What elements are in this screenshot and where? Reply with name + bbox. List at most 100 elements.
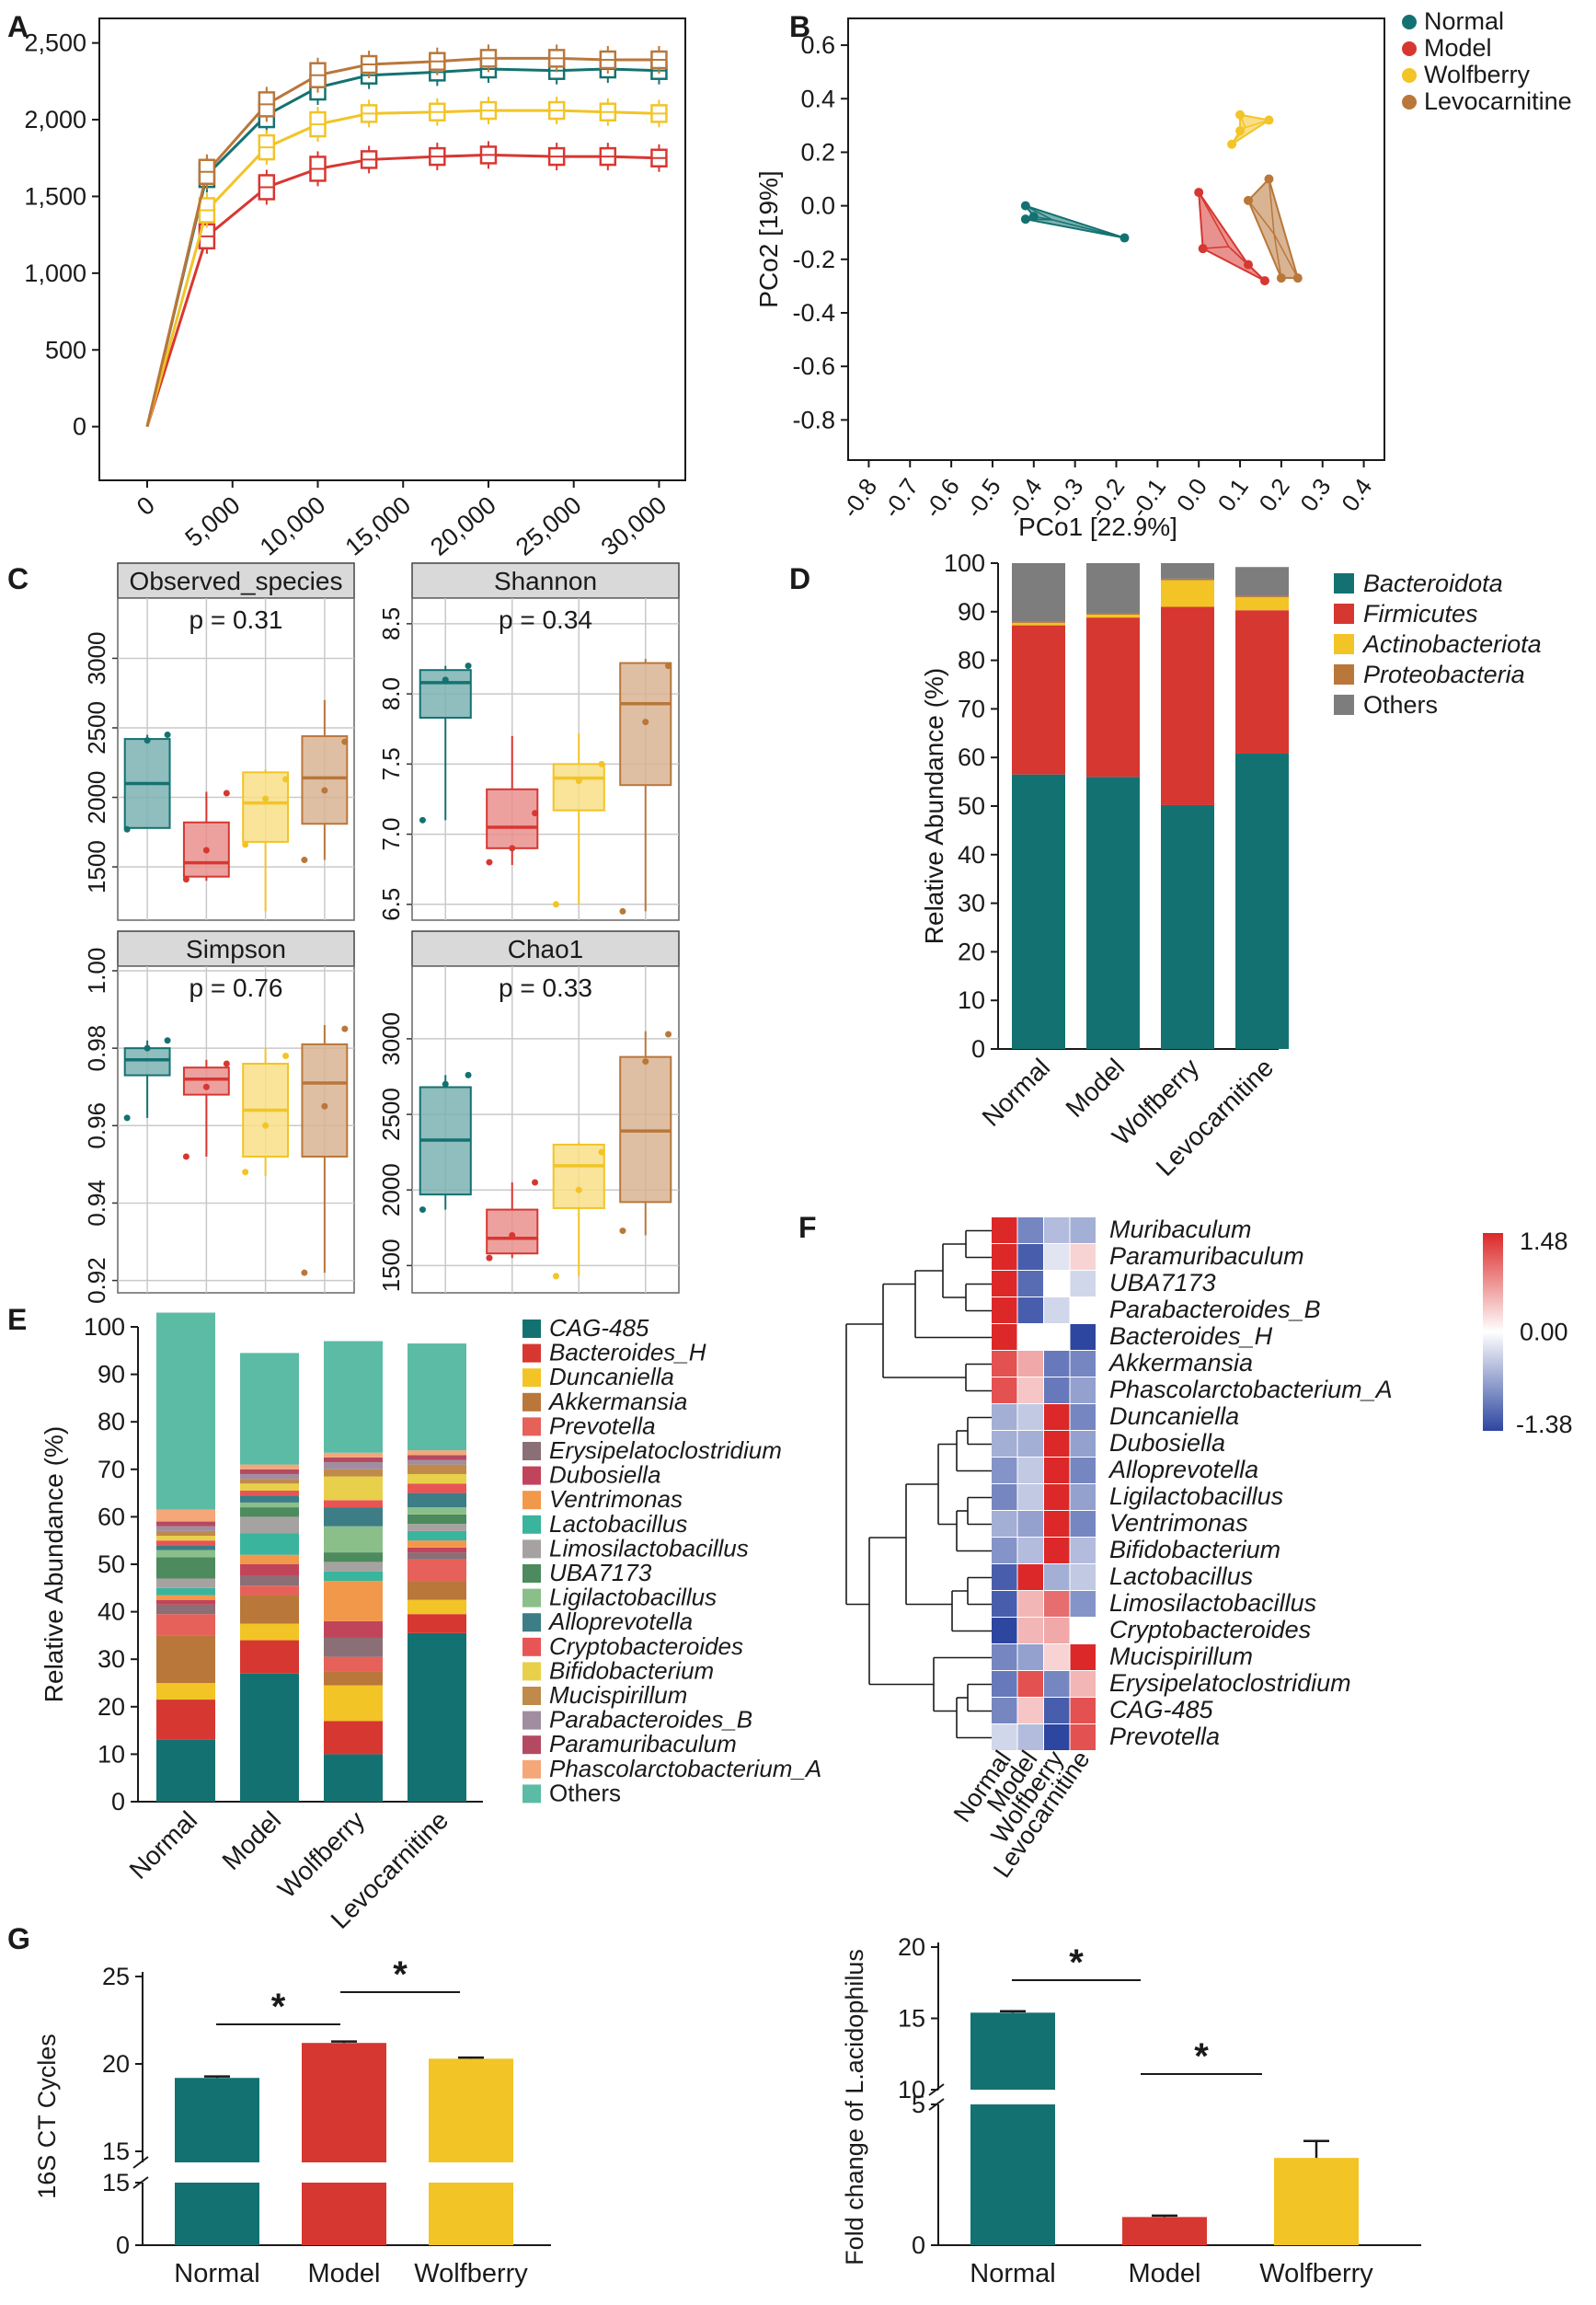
data-point — [242, 1169, 249, 1176]
colorbar-max-label: 1.48 — [1520, 1227, 1568, 1255]
data-point — [465, 1071, 472, 1078]
heatmap-cell — [1044, 1377, 1070, 1403]
bar-segment-lactobacillus — [156, 1587, 215, 1596]
bar-segment-bacteroides_h — [408, 1614, 466, 1633]
x-tick-label: -0.5 — [960, 473, 1006, 523]
heatmap-cell — [992, 1377, 1017, 1403]
data-point — [341, 738, 349, 745]
bar-lower-model — [302, 2183, 386, 2245]
heatmap-row-label: Parabacteroides_B — [1109, 1296, 1321, 1323]
data-point — [642, 719, 649, 726]
heatmap-row-label: Alloprevotella — [1108, 1456, 1258, 1483]
legend-label-levocarnitine: Levocarnitine — [1424, 87, 1572, 115]
heatmap-cell — [1017, 1618, 1043, 1643]
bar-segment-limosilactobacillus — [324, 1562, 383, 1572]
heatmap-cell — [1044, 1618, 1070, 1643]
bar-segment-lactobacillus — [324, 1571, 383, 1582]
bar-segment-ventrimonas — [240, 1554, 299, 1564]
bar-segment-firmicutes — [1086, 617, 1140, 778]
bar-segment-cag-485 — [156, 1739, 215, 1802]
y-tick-label: 15 — [102, 2169, 130, 2196]
bar-segment-akkermansia — [156, 1635, 215, 1683]
data-point — [598, 760, 605, 767]
heatmap-cell — [1044, 1671, 1070, 1697]
heatmap-cell — [992, 1324, 1017, 1350]
heatmap-cell — [1044, 1431, 1070, 1457]
heatmap-cell — [992, 1698, 1017, 1723]
bar-segment-bifidobacterium — [324, 1476, 383, 1501]
y-tick-label: 40 — [958, 841, 985, 869]
legend-label: Erysipelatoclostridium — [549, 1436, 782, 1464]
panel-label-e: E — [7, 1303, 27, 1336]
heatmap-row-label: Cryptobacteroides — [1109, 1616, 1311, 1643]
bar-segment-mucispirillum — [240, 1479, 299, 1484]
y-tick-label: 30 — [98, 1645, 125, 1673]
bar-segment-akkermansia — [240, 1595, 299, 1624]
bar-segment-duncaniella — [156, 1683, 215, 1700]
legend-swatch — [522, 1442, 541, 1460]
bar-segment-phascolarctobacterium_a — [408, 1450, 466, 1456]
legend-swatch — [1334, 695, 1354, 715]
y-tick-label: 8.5 — [377, 607, 405, 640]
bar-segment-cryptobacteroides — [408, 1483, 466, 1493]
x-tick-label: Model — [1060, 1053, 1130, 1123]
heatmap-cell — [1044, 1217, 1070, 1243]
legend-swatch — [1334, 573, 1354, 594]
data-point — [642, 1058, 649, 1066]
y-tick-label: 0.92 — [83, 1257, 110, 1304]
heatmap-cell — [1017, 1217, 1043, 1243]
bar-lower-wolfberry — [429, 2183, 513, 2245]
heatmap-cell — [992, 1644, 1017, 1670]
legend-swatch — [522, 1613, 541, 1632]
y-tick-label: 100 — [84, 1313, 125, 1341]
data-point — [419, 816, 426, 824]
bar-segment-ligilactobacillus — [156, 1550, 215, 1558]
heatmap-cell — [1070, 1431, 1096, 1457]
series-line-normal — [145, 67, 660, 427]
y-tick-label: 1,500 — [24, 182, 86, 210]
heatmap-cell — [1044, 1324, 1070, 1350]
data-point — [341, 1025, 349, 1032]
bar-segment-proteobacteria — [1086, 613, 1140, 615]
data-point — [262, 1122, 270, 1129]
y-tick-label: 7.5 — [377, 747, 405, 780]
point-levocarnitine — [1292, 273, 1303, 283]
panel-label-g: G — [7, 1922, 30, 1955]
heatmap-cell — [1070, 1458, 1096, 1483]
legend-label: Firmicutes — [1363, 600, 1478, 628]
y-tick-label: 0 — [912, 2231, 925, 2259]
heatmap-cell — [992, 1431, 1017, 1457]
spoke — [1273, 234, 1282, 279]
legend-swatch — [1334, 664, 1354, 685]
data-point — [465, 663, 472, 670]
heatmap-cell — [1044, 1244, 1070, 1270]
legend-label: Phascolarctobacterium_A — [549, 1755, 821, 1782]
bar-segment-paramuribaculum — [408, 1455, 466, 1460]
legend-label: Ventrimonas — [549, 1485, 683, 1513]
y-tick-label: 2500 — [83, 701, 110, 755]
x-tick-label: 5,000 — [180, 491, 246, 552]
y-tick-label: 0 — [73, 413, 86, 441]
facet-title: Observed_species — [130, 567, 343, 595]
heatmap-cell — [1070, 1671, 1096, 1697]
bar-segment-bacteroides_h — [240, 1640, 299, 1674]
bar-segment-others — [240, 1353, 299, 1465]
heatmap-cell — [1044, 1458, 1070, 1483]
heatmap-cell — [1070, 1377, 1096, 1403]
bar-segment-firmicutes — [1012, 625, 1065, 775]
heatmap-cell — [992, 1297, 1017, 1323]
legend-label: Others — [549, 1779, 621, 1806]
data-point — [301, 1269, 308, 1276]
heatmap-row-label: Erysipelatoclostridium — [1109, 1669, 1351, 1697]
y-tick-label: 0.94 — [83, 1180, 110, 1227]
data-point — [144, 1044, 151, 1052]
data-point — [282, 1053, 290, 1060]
legend-swatch — [522, 1320, 541, 1338]
x-tick-label: 25,000 — [511, 491, 587, 561]
y-tick-label: 70 — [958, 695, 985, 722]
y-tick-label: 0 — [111, 1788, 125, 1815]
x-tick-label: -0.7 — [878, 473, 924, 523]
heatmap-cell — [992, 1351, 1017, 1377]
legend-swatch — [1334, 634, 1354, 654]
panel-label-b: B — [789, 10, 810, 43]
